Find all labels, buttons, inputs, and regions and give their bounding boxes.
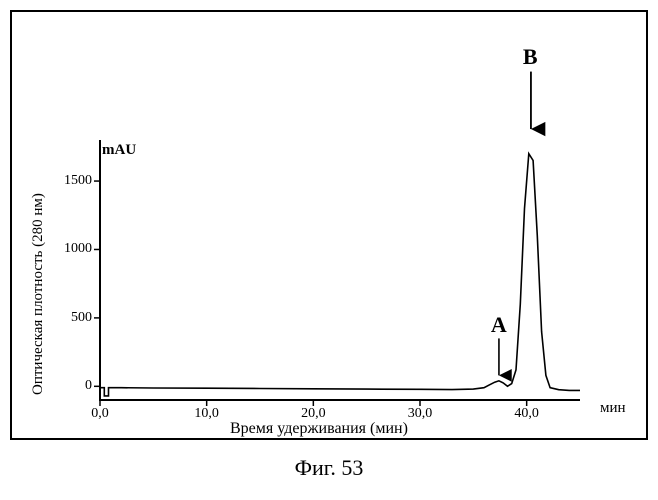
- x-tick-label: 20,0: [301, 406, 326, 422]
- figure-container: { "figure": { "caption": "Фиг. 53", "y_a…: [0, 0, 658, 500]
- y-tick-label: 0: [56, 378, 92, 394]
- x-tick-label: 10,0: [194, 406, 219, 422]
- x-tick-label: 40,0: [514, 406, 539, 422]
- y-tick-label: 500: [56, 310, 92, 326]
- y-tick-label: 1000: [56, 241, 92, 257]
- chromatogram-plot: [0, 0, 658, 500]
- x-tick-label: 0,0: [91, 406, 109, 422]
- x-tick-label: 30,0: [408, 406, 433, 422]
- y-tick-label: 1500: [56, 173, 92, 189]
